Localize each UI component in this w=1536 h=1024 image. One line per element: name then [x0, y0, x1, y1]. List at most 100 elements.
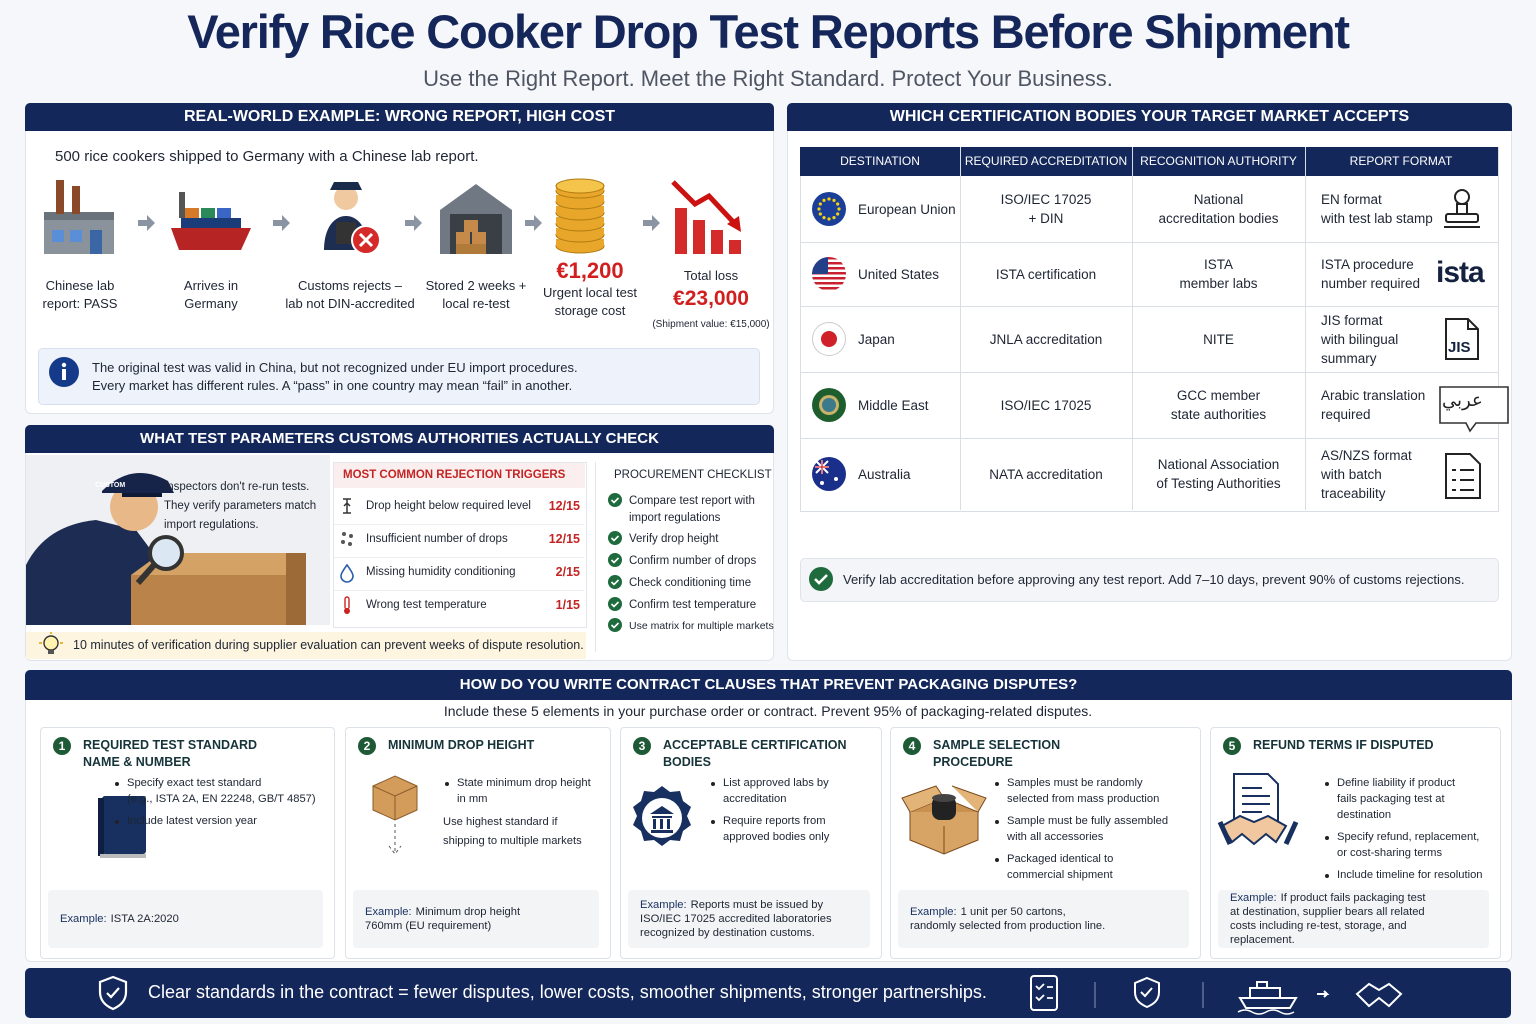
icon-part [822, 398, 836, 412]
table-cell: JNLA accreditation [960, 306, 1132, 372]
title: Verify Rice Cooker Drop Test Reports Bef… [187, 5, 1350, 58]
icon-part [344, 608, 350, 614]
cell-text: Arabic translation required [1321, 388, 1426, 422]
icon-part [1140, 987, 1153, 998]
icon-part [727, 216, 741, 232]
trigger-count: 12/15 [548, 499, 580, 513]
example: Example: If product fails packaging test … [1218, 890, 1489, 948]
checklist-divider [595, 462, 596, 652]
cell-text: ISO/IEC 17025 + DIN [1000, 192, 1092, 226]
icon-part [62, 369, 66, 380]
trigger-divider [334, 524, 584, 525]
icon-part [671, 180, 739, 228]
cell-text: Japan [858, 331, 895, 347]
flag [812, 322, 846, 356]
icon-part [131, 575, 286, 625]
icon-part [348, 542, 352, 546]
icon-part [1445, 318, 1479, 360]
icon-part [671, 180, 741, 254]
cap-text: CUSTOM [95, 482, 126, 489]
icon-part [822, 216, 826, 220]
cell-text: National Association of Testing Authorit… [1156, 457, 1281, 491]
format-badge: JIS [1448, 339, 1471, 356]
example-note: The original test was valid in China, bu… [92, 360, 578, 393]
step-label: Stored 2 weeks + local re-test [425, 278, 527, 311]
bullet: Include latest version year [113, 813, 327, 829]
column-divider [1305, 147, 1306, 510]
checklist-item: Confirm test temperature [629, 599, 757, 611]
icon-part [693, 220, 705, 254]
icon-part [171, 192, 251, 250]
clause-badge: ISO [64, 801, 96, 821]
example-text: If product fails packaging test at desti… [1230, 892, 1426, 946]
subtitle: Use the Right Report. Meet the Right Sta… [423, 66, 1113, 91]
cell-text: ISTA certification [995, 266, 1097, 282]
icon-part [642, 215, 660, 231]
triggers-heading: MOST COMMON REJECTION TRIGGERS [343, 469, 566, 481]
step-amount: €1,200 [556, 258, 624, 283]
icon-part [608, 618, 622, 632]
bullet: Specify exact test standard (e.g., ISTA … [113, 775, 327, 807]
bodies-heading: WHICH CERTIFICATION BODIES YOUR TARGET M… [787, 103, 1512, 131]
check-icon [608, 531, 622, 545]
icon-part [525, 215, 542, 231]
example-content: Example: 1 unit per 50 cartons, randomly … [910, 905, 1105, 933]
icon-part [812, 192, 846, 226]
icon-part [812, 257, 846, 291]
parameters-heading: WHAT TEST PARAMETERS CUSTOMS AUTHORITIES… [25, 425, 774, 453]
example-box [353, 890, 599, 948]
bullet: Include timeline for resolution [1323, 867, 1493, 883]
table-cell: Australia [800, 438, 960, 510]
icon-part [334, 186, 358, 210]
bulb-icon [39, 632, 63, 654]
flag [812, 257, 846, 291]
table-cell: ISTA certification [960, 242, 1132, 306]
icon-part [812, 457, 846, 491]
icon-part [608, 553, 622, 567]
icon-part [464, 220, 478, 232]
table-cell: Japan [800, 306, 960, 372]
icon-part [43, 635, 59, 651]
icon-part [358, 232, 374, 248]
icon-part [344, 596, 350, 614]
icon-part [1439, 386, 1509, 433]
triggers-header-bg [334, 463, 585, 488]
icon-part [179, 192, 185, 218]
icon-part [812, 322, 846, 356]
icon-part [100, 854, 146, 858]
row-divider [800, 242, 1498, 243]
bullet-dot [115, 820, 119, 824]
example-label: Example: [365, 906, 412, 918]
step-label: Chinese lab report: PASS [42, 278, 118, 311]
icon-part [349, 534, 353, 538]
step-icon [310, 178, 390, 256]
cell-text: ISTA procedure number required [1321, 257, 1421, 291]
step-label: Arrives in Germany [183, 278, 239, 311]
bullet: Require reports from approved bodies onl… [709, 813, 874, 845]
table-cell: National accreditation bodies [1132, 176, 1305, 242]
trigger-label: Insufficient number of drops [366, 533, 508, 545]
format-icon [1440, 452, 1516, 500]
bullet: Sample must be fully assembled with all … [993, 813, 1193, 845]
icon-part [608, 493, 622, 507]
check-icon [608, 597, 622, 611]
bodies-note-box [800, 558, 1499, 602]
bullet: Specify refund, replacement, or cost-sha… [1323, 829, 1493, 861]
clause-title: REFUND TERMS IF DISPUTED [1253, 738, 1434, 752]
icon-part [98, 798, 104, 856]
column-header: RECOGNITION AUTHORITY [1140, 154, 1297, 168]
icon-part [72, 186, 80, 214]
check-icon [809, 567, 833, 591]
icon-part [342, 532, 346, 536]
icon-part [608, 553, 622, 567]
footer-shield [98, 975, 128, 1011]
icon-part [272, 215, 290, 231]
bullet-list: Define liability if product fails packag… [1323, 775, 1493, 889]
trigger-icon [339, 596, 355, 614]
example-label: Example: [910, 906, 957, 918]
icon-part [608, 575, 622, 589]
icon-part [44, 180, 114, 254]
icon-part [836, 212, 840, 216]
